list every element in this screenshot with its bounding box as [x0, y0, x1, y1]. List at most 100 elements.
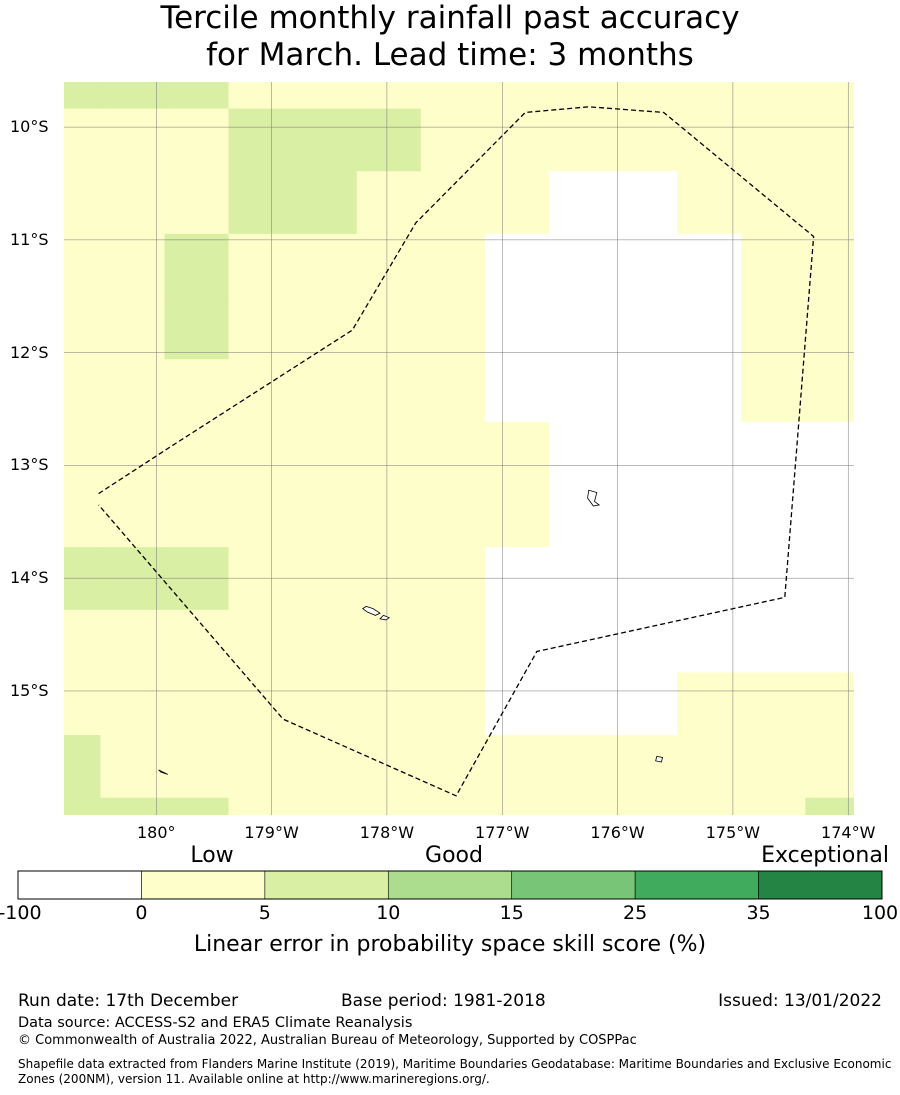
grid-cell — [741, 421, 806, 485]
grid-cell — [548, 171, 614, 235]
grid-cell — [100, 672, 165, 736]
grid-cell — [64, 672, 101, 736]
grid-cell — [869, 46, 900, 109]
grid-cell — [164, 108, 230, 172]
grid-cell — [420, 547, 486, 611]
grid-cell — [292, 547, 358, 611]
grid-cell — [100, 421, 165, 485]
colorbar-tick-label: 25 — [623, 902, 648, 924]
colorbar-tick-label: 100 — [861, 902, 899, 924]
grid-cell — [292, 108, 358, 172]
colorbar-frame — [17, 870, 883, 900]
shapefile-credit-line-1: Shapefile data extracted from Flanders M… — [18, 1057, 892, 1071]
grid-cell — [548, 609, 614, 673]
grid-cell — [100, 609, 165, 673]
island-outline — [587, 489, 601, 507]
grid-cell — [805, 171, 854, 235]
grid-cell — [805, 108, 854, 172]
colorbar-segment — [264, 870, 389, 900]
grid-cell — [164, 672, 230, 736]
grid-cell — [805, 296, 854, 360]
grid-cell — [228, 421, 294, 485]
island-outline — [379, 614, 391, 621]
colorbar-tick-label: -100 — [0, 902, 42, 924]
grid-cell — [677, 421, 742, 485]
grid-cell — [613, 82, 678, 110]
grid-cell — [484, 484, 550, 548]
legend-category-low: Low — [190, 843, 234, 868]
grid-cell — [741, 359, 806, 423]
skill-score-grid — [64, 46, 900, 815]
grid-cell — [420, 233, 486, 298]
grid-cell — [356, 547, 422, 611]
grid-cell — [741, 609, 806, 673]
title-line-1: Tercile monthly rainfall past accuracy — [160, 0, 740, 36]
grid-cell — [164, 797, 230, 815]
grid-cell — [228, 609, 294, 673]
longitude-label: 174°W — [821, 823, 876, 842]
grid-cell — [356, 82, 422, 110]
grid-cell — [484, 547, 550, 611]
grid-cell — [613, 108, 678, 172]
grid-cell — [805, 609, 854, 673]
grid-cell — [356, 108, 422, 172]
grid-cell — [228, 171, 294, 235]
grid-cell — [228, 108, 294, 172]
grid-cell — [100, 359, 165, 423]
grid-cell — [869, 234, 900, 297]
grid-cell — [613, 359, 678, 423]
grid-cell — [741, 108, 806, 172]
longitude-label: 177°W — [475, 823, 530, 842]
grid-cell — [805, 233, 854, 298]
island-outline — [158, 769, 168, 775]
grid-cell — [805, 82, 854, 110]
grid-cell — [869, 422, 900, 485]
grid-cell — [548, 108, 614, 172]
grid-cell — [292, 672, 358, 736]
grid-cell — [64, 296, 101, 360]
grid-cell — [869, 547, 900, 610]
grid-cell — [548, 797, 614, 815]
grid-cell — [741, 547, 806, 611]
grid-cell — [548, 484, 614, 548]
grid-cell — [869, 297, 900, 360]
latitude-label: 13°S — [10, 455, 49, 475]
colorbar-segment — [511, 870, 636, 900]
grid-cell — [869, 109, 900, 172]
grid-cell — [613, 609, 678, 673]
grid-cell — [164, 359, 230, 423]
grid-cell — [677, 735, 742, 799]
grid-cell — [64, 171, 101, 235]
grid-cell — [420, 171, 486, 235]
grid-cell — [805, 484, 854, 548]
grid-cell — [228, 672, 294, 736]
latitude-label: 15°S — [10, 680, 49, 700]
latitude-label: 11°S — [10, 229, 49, 249]
grid-cell — [228, 82, 294, 110]
longitude-label: 175°W — [705, 823, 761, 842]
grid-cell — [164, 171, 230, 235]
grid-cell — [613, 547, 678, 611]
grid-cell — [292, 171, 358, 235]
grid-cell — [356, 484, 422, 548]
longitude-label: 176°W — [590, 823, 645, 842]
grid-cell — [228, 484, 294, 548]
grid-cell — [64, 108, 101, 172]
grid-cell — [420, 672, 486, 736]
grid-cell — [292, 421, 358, 485]
grid-cell — [741, 82, 806, 110]
grid-cell — [484, 171, 550, 235]
grid-cell — [484, 672, 550, 736]
grid-cell — [613, 672, 678, 736]
grid-cell — [677, 233, 742, 298]
grid-cell — [356, 609, 422, 673]
grid-cell — [484, 609, 550, 673]
eez-boundary — [98, 106, 815, 797]
grid-cell — [677, 609, 742, 673]
grid-cell — [100, 735, 165, 799]
grid-cell — [741, 171, 806, 235]
grid-cell — [484, 797, 550, 815]
grid-cell — [613, 233, 678, 298]
grid-cell — [64, 233, 101, 298]
colorbar-segment — [17, 870, 142, 900]
